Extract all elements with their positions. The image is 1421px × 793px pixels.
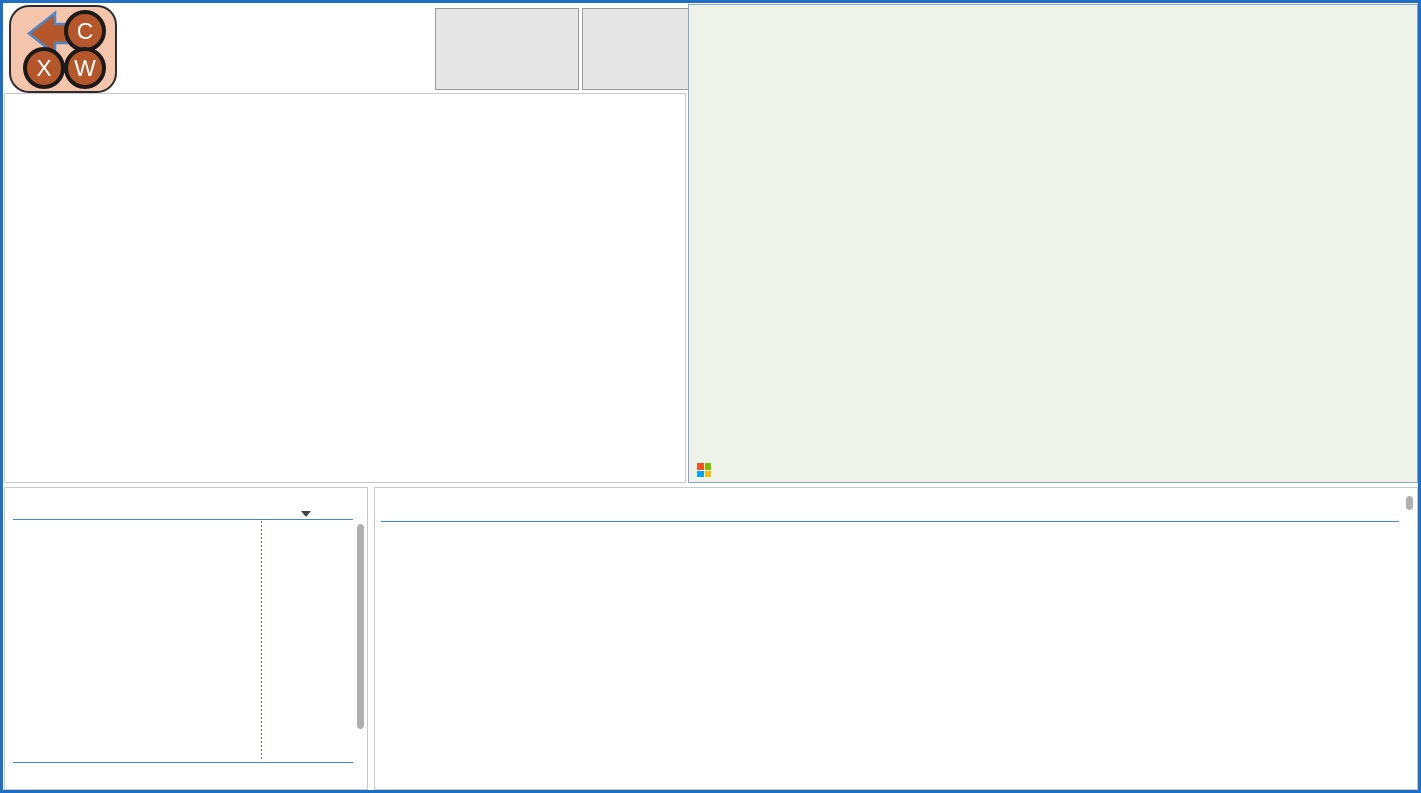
flag-trail-logo: C X W [9,5,117,93]
ward-header-divider [13,519,353,520]
ward-total-divider [13,762,353,763]
svg-text:W: W [74,55,96,81]
detail-header-divider [381,521,1399,522]
detail-table-header [375,488,1417,521]
svg-text:X: X [36,55,51,81]
kpi-cards [435,8,729,90]
ward-row-list [5,521,353,759]
circle-w-icon [64,47,106,89]
microsoft-logo-icon [697,463,711,477]
ward-table-scrollbar[interactable] [357,524,364,729]
back-arrow-icon [26,10,75,57]
logo-graphic: C X W [23,10,106,89]
detail-table-scrollbar[interactable] [1406,496,1413,510]
ward-total-row [5,764,353,789]
reports-map[interactable] [688,4,1418,483]
ward-sort-desc-icon [301,511,311,517]
chart-plot-area [93,134,671,439]
kpi-latest-report[interactable] [435,8,579,90]
map-basemap [689,5,1417,482]
circle-x-icon [23,47,65,89]
flag-reports-chart[interactable] [4,93,686,483]
chart-svg [93,134,671,439]
ward-table-header [5,488,367,519]
ward-summary-table[interactable] [4,487,368,790]
svg-text:C: C [77,18,94,44]
azure-attribution [697,463,716,477]
ward-bar-axis-line [261,521,262,759]
reports-detail-table[interactable] [374,487,1418,790]
